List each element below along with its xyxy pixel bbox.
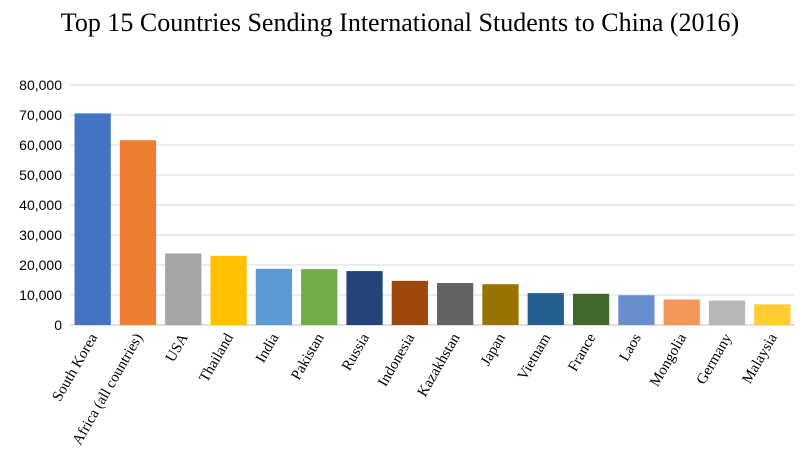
x-tick-label: India xyxy=(253,331,282,366)
x-tick-label: Thailand xyxy=(197,331,238,386)
bar xyxy=(572,293,610,325)
x-tick-label: Kazakhstan xyxy=(415,331,464,400)
x-tick-label: South Korea xyxy=(50,331,102,405)
y-tick-label: 20,000 xyxy=(19,257,62,273)
bar xyxy=(301,269,338,325)
x-tick-label: Japan xyxy=(478,331,509,369)
x-tick-label: Laos xyxy=(616,331,645,364)
y-tick-label: 60,000 xyxy=(19,137,62,153)
bar xyxy=(346,271,383,325)
y-tick-label: 40,000 xyxy=(19,197,62,213)
y-axis-ticks: 0 10,000 20,000 30,000 40,000 50,000 60,000 70,… xyxy=(19,77,62,333)
bar xyxy=(391,280,428,325)
y-tick-label: 10,000 xyxy=(19,287,62,303)
bar xyxy=(663,299,700,325)
bar xyxy=(708,300,746,325)
bar xyxy=(482,284,519,325)
bar xyxy=(618,295,655,325)
bar xyxy=(119,140,157,325)
bar xyxy=(165,253,202,325)
x-tick-label: Russia xyxy=(339,331,373,374)
x-tick-label: Germany xyxy=(694,331,736,388)
bars xyxy=(74,113,791,325)
bar xyxy=(754,304,791,325)
chart-title: Top 15 Countries Sending International S… xyxy=(60,8,740,37)
bar xyxy=(255,268,293,325)
y-tick-label: 50,000 xyxy=(19,167,62,183)
x-tick-label: Vietnam xyxy=(515,331,554,383)
x-tick-label: Malaysia xyxy=(739,331,781,387)
y-tick-label: 70,000 xyxy=(19,107,62,123)
y-tick-label: 0 xyxy=(54,317,62,333)
bar xyxy=(210,255,247,325)
x-tick-label: France xyxy=(565,331,599,375)
x-tick-label: Pakistan xyxy=(288,331,328,383)
y-tick-label: 30,000 xyxy=(19,227,62,243)
x-tick-label: Indonesia xyxy=(375,331,418,390)
bar xyxy=(74,113,111,325)
bar xyxy=(437,283,474,325)
y-tick-label: 80,000 xyxy=(19,77,62,93)
x-tick-label: Mongolia xyxy=(647,331,690,390)
x-tick-label: USA xyxy=(163,331,192,365)
bar xyxy=(527,293,564,325)
